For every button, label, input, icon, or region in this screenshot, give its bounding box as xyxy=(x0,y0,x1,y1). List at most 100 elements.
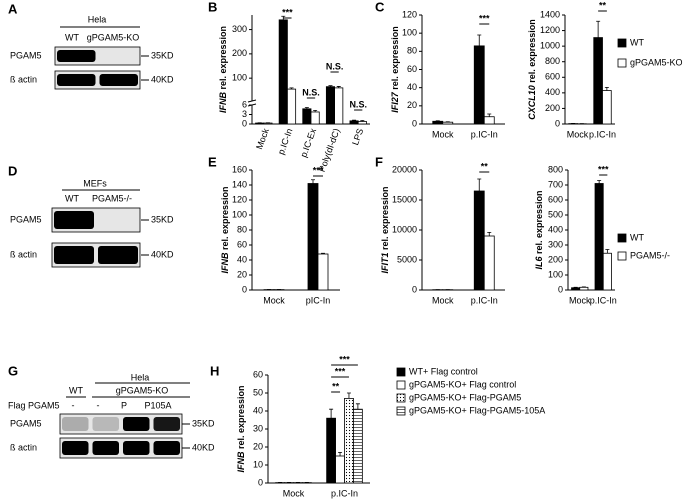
legend-swatch xyxy=(396,380,406,390)
y-tick-label: 50 xyxy=(253,387,263,397)
legend-label: PGAM5-/- xyxy=(630,250,670,260)
y-tick-label: 120 xyxy=(402,9,417,19)
y-tick-label: 160 xyxy=(232,164,247,174)
y-tick-label: 0 xyxy=(412,284,417,294)
bar xyxy=(593,37,603,125)
error-bar xyxy=(477,34,482,46)
significance-label: *** xyxy=(598,164,609,174)
legend-swatch xyxy=(617,233,627,243)
size-marker: 35KD xyxy=(192,418,215,428)
bar xyxy=(263,122,273,125)
y-tick-label: 300 xyxy=(232,24,247,34)
significance-label: *** xyxy=(479,13,490,23)
legend-swatch xyxy=(396,393,406,403)
y-tick-label: 80 xyxy=(237,224,247,234)
y-axis-gene: IFNB xyxy=(236,451,246,472)
error-bar xyxy=(605,249,610,254)
size-marker: 40KD xyxy=(151,74,174,84)
y-axis-gene: IFI27 xyxy=(390,91,400,113)
error-bar xyxy=(311,179,315,184)
panel-letter: E xyxy=(208,154,217,169)
y-tick-label: 20 xyxy=(253,441,263,451)
bar xyxy=(302,108,312,125)
x-tick-label: Mock xyxy=(432,295,454,305)
bar xyxy=(602,252,612,291)
y-tick-label: 80 xyxy=(407,46,417,56)
y-axis-unit: rel. expression xyxy=(218,26,228,90)
y-tick-label: 0 xyxy=(258,477,263,487)
legend-swatch xyxy=(617,38,627,48)
legend-label: gPGAM5-KO+ Flag control xyxy=(409,379,516,389)
group-label: gPGAM5-KO xyxy=(116,385,169,395)
blot-band xyxy=(57,74,96,86)
y-tick-label: 400 xyxy=(545,87,560,97)
legend-label: WT xyxy=(630,37,644,47)
x-tick-label: p.IC-In xyxy=(331,488,358,498)
bar xyxy=(307,183,319,291)
y-tick-label: 100 xyxy=(232,73,247,83)
error-bar xyxy=(338,452,343,456)
y-tick-label: 60 xyxy=(237,239,247,249)
significance-label: ** xyxy=(481,161,489,171)
legend-label: WT+ Flag control xyxy=(409,366,478,376)
lane-label: - xyxy=(72,400,75,410)
blot-band xyxy=(98,211,138,229)
lane-label: P xyxy=(121,400,127,410)
y-axis-unit: rel. expression xyxy=(390,26,400,90)
cell-line-label: MEFs xyxy=(83,178,107,188)
y-tick-label: 60 xyxy=(253,369,263,379)
panel-letter: H xyxy=(210,363,219,378)
error-bar xyxy=(597,180,602,184)
y-tick-label: 3 xyxy=(242,109,247,119)
blot-band xyxy=(123,441,150,455)
x-tick-label: Mock xyxy=(567,129,589,139)
significance-label: *** xyxy=(335,366,346,376)
row-label: PGAM5 xyxy=(10,50,42,60)
bar xyxy=(602,90,612,125)
y-axis-unit: rel. expression xyxy=(527,19,537,83)
x-tick-label: p.IC-In xyxy=(471,295,498,305)
y-tick-label: 500 xyxy=(548,209,563,219)
y-tick-label: 40 xyxy=(253,405,263,415)
blot-band xyxy=(98,246,138,264)
y-axis-gene: IFNB xyxy=(218,92,228,113)
bar xyxy=(335,455,345,484)
y-axis-unit: rel. expression xyxy=(236,385,246,449)
row-label: PGAM5 xyxy=(10,418,42,428)
x-tick-label: p.IC-In xyxy=(471,129,498,139)
x-tick-label: Mock xyxy=(569,295,591,305)
lane-label: - xyxy=(97,400,100,410)
bar xyxy=(579,286,589,291)
lane-label: WT xyxy=(65,193,79,203)
y-tick-label: 40 xyxy=(407,82,417,92)
blot-band xyxy=(54,246,94,264)
row-label: ß actin xyxy=(10,74,37,84)
x-tick-label: p.IC-In xyxy=(589,129,616,139)
error-bar xyxy=(596,20,601,38)
legend-label: gPGAM5-KO+ Flag-PGAM5 xyxy=(409,392,521,402)
legend-label: gPGAM5-KO xyxy=(630,57,683,67)
legend-swatch xyxy=(617,251,627,261)
y-tick-label: 100 xyxy=(232,209,247,219)
y-axis-label: IFNB rel. expression xyxy=(218,26,228,113)
bar xyxy=(349,120,359,125)
y-axis-unit: rel. expression xyxy=(534,190,544,254)
bar xyxy=(310,111,320,125)
x-tick-label: Mock xyxy=(283,488,305,498)
y-tick-label: 0 xyxy=(242,284,247,294)
y-tick-label: 200 xyxy=(232,48,247,58)
blot-band xyxy=(62,417,89,431)
bar xyxy=(473,45,485,125)
error-bar xyxy=(604,87,609,91)
x-tick-label: Mock xyxy=(254,127,271,151)
blot-band xyxy=(92,441,119,455)
blot-band xyxy=(57,50,96,62)
x-tick-label: Mock xyxy=(432,129,454,139)
significance-label: N.S. xyxy=(326,61,344,71)
y-tick-label: 15000 xyxy=(392,194,417,204)
error-bar xyxy=(360,120,365,122)
bar xyxy=(344,397,354,484)
error-bar xyxy=(487,232,492,236)
y-axis-gene: IFNB xyxy=(220,252,230,273)
